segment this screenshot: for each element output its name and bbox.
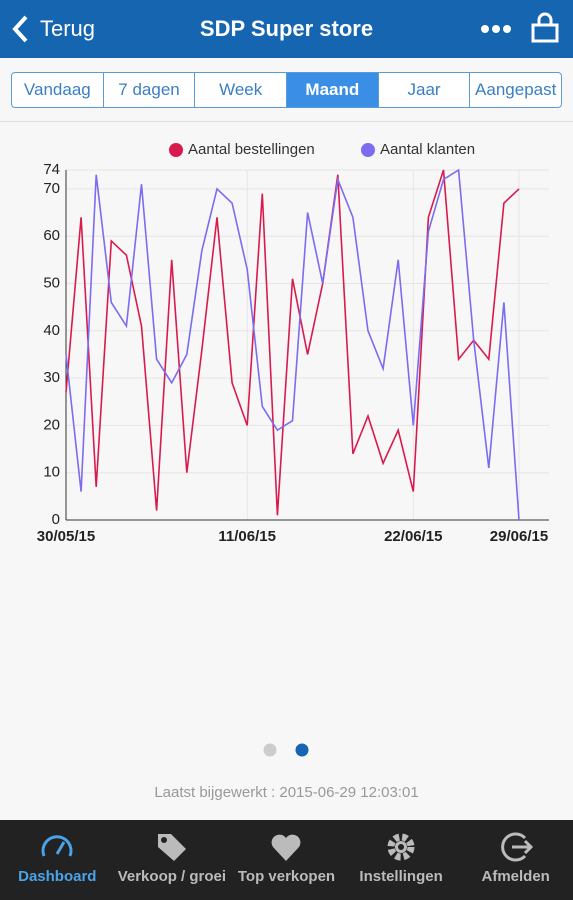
y-tick-label: 70 [43, 180, 60, 197]
pager [263, 743, 309, 757]
tab[interactable]: Maand [286, 73, 378, 107]
nav-label[interactable]: Instellingen [359, 868, 443, 885]
y-tick-label: 10 [43, 464, 60, 481]
nav-icon [41, 835, 73, 857]
y-tick-label: 30 [43, 369, 60, 386]
x-tick-label: 11/06/15 [218, 528, 276, 545]
y-tick-label: 20 [43, 416, 60, 433]
nav-icon [500, 832, 533, 862]
legend-label[interactable]: Aantal klanten [380, 141, 475, 158]
more-icon[interactable] [480, 22, 512, 36]
tab[interactable]: 7 dagen [102, 73, 195, 107]
y-tick-label: 0 [52, 511, 60, 528]
nav-label[interactable]: Verkoop / groei [117, 868, 227, 885]
y-tick-label: 40 [43, 322, 60, 339]
legend-label[interactable]: Aantal bestellingen [188, 141, 315, 158]
series-line [65, 168, 520, 521]
back-icon[interactable] [10, 14, 30, 44]
legend-marker [169, 143, 183, 157]
nav-item[interactable]: Dashboard [0, 820, 115, 900]
x-tick-label: 29/06/15 [490, 528, 548, 545]
y-tick-label: 60 [43, 227, 60, 244]
x-tick-label: 22/06/15 [384, 528, 442, 545]
nav-icon [387, 833, 415, 861]
nav-item[interactable]: Afmelden [458, 820, 573, 900]
series-line [65, 169, 520, 516]
legend-marker [361, 143, 375, 157]
nav-label[interactable]: Afmelden [481, 868, 550, 885]
tab[interactable]: Week [194, 73, 286, 107]
tab[interactable]: Aangepast [469, 73, 561, 107]
nav-item[interactable]: Verkoop / groei [115, 820, 230, 900]
back-button[interactable]: Terug [40, 16, 96, 41]
nav-icon [272, 834, 301, 861]
period-tabs: Vandaag 7 dagen Week Maand Jaar Aangepast [11, 72, 562, 108]
nav-item[interactable]: Instellingen [344, 820, 459, 900]
divider [0, 121, 573, 122]
y-tick-label: 50 [43, 274, 60, 291]
nav-item[interactable]: Top verkopen [229, 820, 344, 900]
store-icon[interactable] [530, 12, 560, 44]
nav-icon [157, 834, 186, 861]
y-tick-label: 74 [43, 161, 60, 178]
x-tick-label: 30/05/15 [37, 528, 95, 545]
pager-dot[interactable] [295, 743, 309, 757]
pager-dot[interactable] [263, 743, 277, 757]
tab[interactable]: Vandaag [23, 80, 91, 99]
nav-label[interactable]: Top verkopen [237, 868, 336, 885]
nav-label[interactable]: Dashboard [18, 868, 97, 885]
chart: 0 10 20 30 40 50 60 70 74 30/05/15 11/06/15 22/06/1… [37, 141, 549, 545]
bottom-nav: Dashboard Verkoop / groei Top verkopen Inst… [0, 820, 573, 900]
header: Terug SDP Super store [0, 0, 573, 58]
tab[interactable]: Jaar [377, 73, 470, 107]
last-updated: Laatst bijgewerkt : 2015-06-29 12:03:01 [154, 784, 419, 801]
